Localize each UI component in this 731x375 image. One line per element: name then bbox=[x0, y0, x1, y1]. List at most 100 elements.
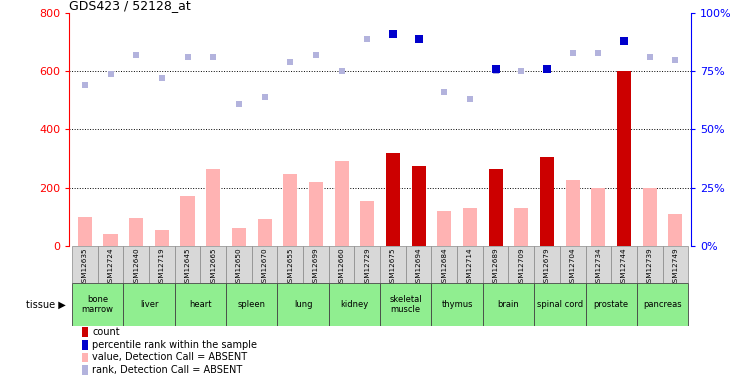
Text: pancreas: pancreas bbox=[643, 300, 682, 309]
Text: GSM12714: GSM12714 bbox=[467, 248, 473, 287]
Bar bbox=[662, 246, 688, 283]
Bar bbox=[329, 283, 380, 326]
Bar bbox=[591, 188, 605, 246]
Bar bbox=[560, 246, 586, 283]
Bar bbox=[335, 161, 349, 246]
Bar bbox=[309, 182, 323, 246]
Text: tissue ▶: tissue ▶ bbox=[26, 300, 66, 310]
Text: GSM12665: GSM12665 bbox=[211, 248, 216, 287]
Text: GSM12689: GSM12689 bbox=[493, 248, 499, 287]
Bar bbox=[251, 246, 278, 283]
Bar bbox=[200, 246, 226, 283]
Text: GSM12679: GSM12679 bbox=[544, 248, 550, 287]
Text: GSM12640: GSM12640 bbox=[133, 248, 139, 287]
Text: bone
marrow: bone marrow bbox=[82, 295, 114, 314]
Bar bbox=[534, 246, 560, 283]
Text: GSM12655: GSM12655 bbox=[287, 248, 293, 287]
Text: spinal cord: spinal cord bbox=[537, 300, 583, 309]
Text: kidney: kidney bbox=[341, 300, 368, 309]
Bar bbox=[226, 283, 278, 326]
Text: value, Detection Call = ABSENT: value, Detection Call = ABSENT bbox=[92, 352, 248, 363]
Bar bbox=[278, 246, 303, 283]
Bar bbox=[360, 201, 374, 246]
Text: prostate: prostate bbox=[594, 300, 629, 309]
Bar bbox=[355, 246, 380, 283]
Bar bbox=[643, 188, 656, 246]
Bar bbox=[82, 352, 88, 362]
Bar bbox=[637, 246, 662, 283]
Bar bbox=[124, 283, 175, 326]
Bar bbox=[386, 153, 400, 246]
Bar bbox=[303, 246, 329, 283]
Text: percentile rank within the sample: percentile rank within the sample bbox=[92, 340, 257, 350]
Text: GSM12719: GSM12719 bbox=[159, 248, 165, 287]
Text: GSM12744: GSM12744 bbox=[621, 248, 627, 287]
Bar bbox=[637, 283, 688, 326]
Bar bbox=[488, 169, 503, 246]
Text: GSM12660: GSM12660 bbox=[338, 248, 344, 287]
Text: GSM12734: GSM12734 bbox=[595, 248, 602, 287]
Text: GSM12709: GSM12709 bbox=[518, 248, 524, 287]
Text: GSM12645: GSM12645 bbox=[184, 248, 191, 287]
Bar bbox=[380, 246, 406, 283]
Text: heart: heart bbox=[189, 300, 212, 309]
Bar bbox=[232, 228, 246, 246]
Text: GSM12675: GSM12675 bbox=[390, 248, 396, 287]
Bar bbox=[257, 219, 272, 246]
Bar bbox=[586, 246, 611, 283]
Bar bbox=[181, 196, 194, 246]
Bar bbox=[457, 246, 482, 283]
Text: GSM12699: GSM12699 bbox=[313, 248, 319, 287]
Bar bbox=[278, 283, 329, 326]
Bar bbox=[129, 218, 143, 246]
Text: GSM12749: GSM12749 bbox=[673, 248, 678, 287]
Bar bbox=[412, 166, 425, 246]
Bar bbox=[534, 283, 586, 326]
Text: GDS423 / 52128_at: GDS423 / 52128_at bbox=[69, 0, 192, 12]
Bar bbox=[175, 283, 226, 326]
Bar bbox=[431, 246, 457, 283]
Text: spleen: spleen bbox=[238, 300, 266, 309]
Bar bbox=[98, 246, 124, 283]
Text: GSM12670: GSM12670 bbox=[262, 248, 268, 287]
Bar bbox=[149, 246, 175, 283]
Text: liver: liver bbox=[140, 300, 159, 309]
Text: thymus: thymus bbox=[442, 300, 473, 309]
Bar bbox=[431, 283, 482, 326]
Text: GSM12739: GSM12739 bbox=[647, 248, 653, 287]
Bar bbox=[482, 246, 509, 283]
Bar bbox=[586, 283, 637, 326]
Bar bbox=[509, 246, 534, 283]
Text: GSM12694: GSM12694 bbox=[416, 248, 422, 287]
Text: GSM12704: GSM12704 bbox=[569, 248, 576, 287]
Bar bbox=[611, 246, 637, 283]
Bar bbox=[566, 180, 580, 246]
Bar bbox=[124, 246, 149, 283]
Bar bbox=[283, 174, 298, 246]
Bar bbox=[329, 246, 355, 283]
Bar bbox=[77, 217, 92, 246]
Text: GSM12635: GSM12635 bbox=[82, 248, 88, 287]
Text: GSM12729: GSM12729 bbox=[364, 248, 371, 287]
Bar bbox=[175, 246, 200, 283]
Bar bbox=[82, 365, 88, 375]
Text: lung: lung bbox=[294, 300, 312, 309]
Text: count: count bbox=[92, 327, 120, 337]
Text: GSM12684: GSM12684 bbox=[442, 248, 447, 287]
Bar bbox=[668, 214, 683, 246]
Bar bbox=[104, 234, 118, 246]
Text: GSM12724: GSM12724 bbox=[107, 248, 113, 287]
Bar bbox=[206, 169, 220, 246]
Bar bbox=[72, 283, 124, 326]
Bar bbox=[82, 327, 88, 337]
Bar bbox=[617, 71, 631, 246]
Bar bbox=[406, 246, 431, 283]
Bar bbox=[380, 283, 431, 326]
Bar bbox=[72, 246, 98, 283]
Text: skeletal
muscle: skeletal muscle bbox=[390, 295, 422, 314]
Bar bbox=[437, 211, 451, 246]
Bar bbox=[82, 340, 88, 350]
Bar bbox=[463, 208, 477, 246]
Bar bbox=[482, 283, 534, 326]
Bar bbox=[155, 230, 169, 246]
